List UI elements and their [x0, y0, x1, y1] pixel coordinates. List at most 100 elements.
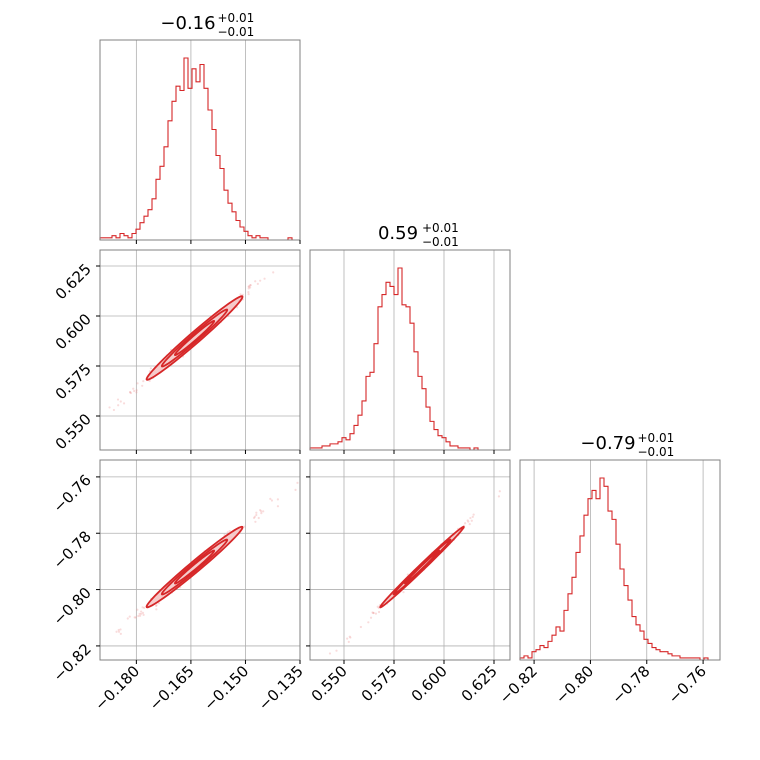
pair-0-point	[247, 293, 250, 296]
pair-1-contour-1	[160, 538, 229, 596]
pair-0-point	[141, 384, 144, 387]
pair-1-point	[140, 610, 143, 613]
pair-frame-0	[99, 249, 301, 451]
pair-0-point	[148, 379, 151, 383]
xtick-label-2-2: −0.78	[608, 662, 653, 707]
pair-0-point	[256, 282, 259, 285]
pair-2-point	[348, 635, 351, 638]
pair-1-point	[228, 529, 231, 533]
pair-1-point	[243, 525, 246, 528]
pair-1-point	[134, 616, 137, 619]
hist-title-plus-0: +0.01	[218, 11, 255, 25]
pair-1-point	[226, 531, 229, 534]
pair-1-point	[141, 606, 144, 609]
histogram-2	[519, 477, 720, 661]
pair-2-point	[470, 519, 473, 522]
pair-2-contour-fill	[380, 526, 464, 608]
pair-1-point	[143, 606, 146, 610]
pair-0-contour-2	[173, 319, 216, 357]
pair-1-point	[254, 520, 257, 523]
pair-1-point	[136, 608, 139, 611]
pair-1-point	[276, 505, 280, 508]
ytick-label-1-2: 0.600	[52, 310, 95, 353]
pair-2-point	[377, 610, 381, 614]
pair-0-point	[129, 391, 133, 395]
pair-0-point	[272, 271, 275, 274]
pair-2-point	[376, 605, 379, 608]
ytick-label-1-0: 0.550	[52, 410, 95, 453]
pair-2-point	[349, 636, 352, 639]
content-layer	[99, 57, 720, 661]
histogram-0	[99, 57, 300, 241]
pair-0-point	[247, 285, 251, 288]
text-layer: −0.16 +0.01−0.010.59 +0.01−0.01−0.79 +0.01−…	[50, 11, 710, 714]
ytick-label-2-0: −0.82	[50, 640, 95, 685]
ytick-label-1-1: 0.575	[52, 360, 95, 403]
ytick-label-1-3: 0.625	[52, 260, 95, 303]
pair-2-point	[359, 625, 362, 629]
pair-2-contour-1	[392, 538, 452, 596]
pair-0-point	[149, 367, 153, 370]
pair-2-point	[369, 616, 373, 619]
pair-2-point	[471, 515, 474, 518]
pair-0-point	[263, 277, 266, 280]
pair-1-point	[257, 516, 260, 520]
hist-title-minus-2: −0.01	[638, 445, 675, 459]
pair-1-point	[117, 628, 120, 632]
pair-2-point	[328, 652, 332, 655]
xtick-label-0-0: −0.180	[91, 662, 143, 714]
pair-2-point	[468, 523, 471, 526]
pair-0-point	[133, 389, 136, 393]
pair-1-point	[155, 604, 158, 607]
pair-0-contour-fill	[146, 296, 243, 380]
xtick-label-2-0: −0.82	[496, 662, 541, 707]
pair-2-point	[347, 640, 350, 643]
pair-1-point	[276, 498, 279, 501]
pair-panel-0	[108, 271, 275, 412]
pair-2-point	[469, 516, 472, 520]
pair-0-point	[142, 380, 145, 383]
pair-1-point	[140, 612, 143, 615]
pair-1-point	[117, 630, 121, 633]
pair-2-point	[335, 649, 338, 652]
pair-1-point	[155, 604, 158, 608]
pair-1-point	[119, 632, 122, 635]
pair-1-point	[126, 617, 129, 620]
pair-2-point	[523, 467, 525, 469]
pair-1-point	[255, 513, 258, 517]
pair-2-point	[346, 637, 349, 640]
pair-0-point	[129, 391, 132, 394]
ytick-label-2-3: −0.76	[50, 471, 95, 516]
pair-0-contour-1	[160, 308, 229, 368]
pair-1-contour-2	[173, 549, 216, 585]
pair-panel-2	[328, 467, 525, 655]
pair-0-point	[136, 382, 139, 385]
pair-1-point	[294, 488, 297, 491]
pair-1-point	[253, 515, 256, 518]
pair-2-point	[402, 591, 405, 594]
pair-1-contour-0	[145, 525, 244, 609]
pair-1-point	[262, 510, 265, 513]
pair-0-point	[132, 387, 135, 390]
ytick-label-2-2: −0.78	[50, 527, 95, 572]
pair-0-contour-0	[145, 295, 244, 381]
histogram-1	[309, 267, 510, 451]
xtick-label-0-2: −0.150	[200, 662, 252, 714]
pair-1-point	[141, 611, 145, 615]
xtick-label-1-3: 0.625	[458, 662, 501, 705]
pair-0-point	[119, 400, 122, 403]
xtick-label-1-0: 0.550	[308, 662, 351, 705]
pair-2-point	[497, 495, 501, 498]
frames-layer	[99, 39, 721, 661]
pair-0-point	[239, 293, 242, 296]
pair-2-point	[374, 612, 378, 615]
hist-frame-0	[99, 39, 301, 241]
pair-0-point	[112, 408, 116, 412]
pair-1-point	[139, 614, 142, 617]
pair-2-point	[371, 611, 374, 614]
hist-title-0: −0.16	[160, 13, 215, 34]
pair-0-point	[249, 284, 252, 287]
pair-2-point	[372, 611, 375, 615]
pair-1-contour-fill	[146, 526, 243, 608]
